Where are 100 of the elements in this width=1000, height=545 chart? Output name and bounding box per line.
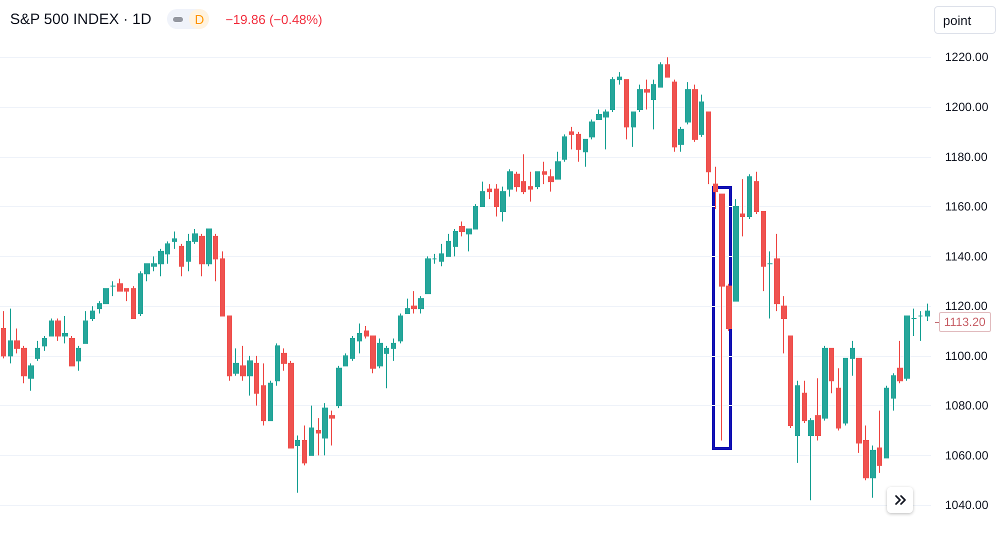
candlestick	[754, 171, 759, 215]
candlestick	[453, 228, 458, 257]
candlestick	[884, 385, 889, 458]
candlestick	[788, 335, 793, 429]
candlestick	[836, 368, 841, 432]
y-tick-label: 1200.00	[945, 100, 989, 114]
candlestick	[589, 118, 595, 140]
candlestick	[610, 76, 615, 112]
candlestick	[487, 184, 492, 200]
candlestick	[850, 340, 855, 376]
candlestick	[713, 166, 718, 210]
text: point	[934, 6, 996, 34]
candlestick	[179, 243, 184, 277]
candlestick	[500, 186, 506, 222]
candlestick	[795, 380, 800, 464]
y-tick-label: 1060.00	[945, 448, 989, 462]
candlestick	[220, 250, 225, 317]
candlestick	[233, 348, 239, 376]
candlestick	[329, 410, 335, 446]
candlestick	[261, 362, 266, 426]
candlestick	[637, 84, 643, 112]
candlestick	[747, 174, 752, 220]
candlestick	[843, 358, 848, 426]
candlestick	[829, 348, 834, 394]
candlestick	[206, 228, 212, 267]
candlestick	[411, 290, 417, 314]
candlestick	[90, 306, 95, 322]
candlestick	[336, 365, 342, 409]
y-tick-label: 1080.00	[945, 398, 989, 413]
candlestick	[227, 316, 232, 382]
candlestick	[699, 94, 704, 138]
candlestick	[343, 352, 348, 366]
candlestick	[295, 435, 300, 494]
candlestick	[870, 444, 876, 498]
candlestick	[665, 56, 670, 78]
candlestick	[624, 79, 629, 140]
candlestick	[542, 161, 547, 185]
candlestick	[555, 151, 561, 180]
candlestick	[418, 296, 424, 314]
candlestick	[391, 338, 396, 362]
candlestick	[69, 335, 75, 366]
candlestick	[199, 233, 205, 277]
candlestick	[774, 233, 780, 312]
candlestick	[644, 79, 650, 110]
annotation: −19.86 (−0.48%)	[225, 12, 322, 26]
candlestick	[877, 410, 882, 474]
y-tick-label: 1220.00	[945, 50, 989, 64]
candlestick	[583, 138, 588, 168]
candlestick	[685, 82, 691, 125]
candlestick	[49, 318, 54, 336]
candlestick	[658, 62, 663, 88]
candlestick	[494, 184, 499, 218]
candlestick	[322, 402, 328, 456]
candlestick	[446, 233, 451, 257]
y-tick-label: 1140.00	[945, 249, 988, 264]
candlestick	[1, 310, 6, 359]
candlestick	[672, 79, 677, 152]
candlestick	[240, 345, 246, 382]
candlestick	[76, 345, 81, 372]
candlestick	[925, 303, 930, 322]
candlestick	[309, 405, 314, 456]
candlestick	[706, 111, 711, 185]
candlestick	[507, 168, 513, 198]
candlestick	[55, 318, 61, 342]
candlestick	[781, 296, 787, 354]
candlestick	[8, 308, 13, 364]
candlestick	[42, 335, 47, 352]
candlestick	[631, 111, 636, 148]
candlestick	[562, 134, 567, 162]
candlestick	[918, 310, 923, 342]
candlestick	[740, 178, 745, 237]
text: 1113.20	[939, 312, 991, 332]
candlestick	[247, 355, 253, 396]
candlestick	[891, 372, 896, 412]
candlestick	[35, 340, 40, 362]
candlestick	[822, 345, 828, 422]
candlestick	[213, 233, 218, 282]
candlestick	[692, 84, 698, 142]
candlestick	[83, 310, 88, 344]
candlestick	[897, 340, 903, 384]
candlestick	[617, 72, 622, 86]
candlestick	[439, 243, 444, 267]
candlestick	[802, 380, 807, 424]
annotation: D	[189, 9, 210, 29]
candlestick	[815, 378, 821, 441]
candlestick	[131, 286, 136, 320]
candlestick	[405, 298, 410, 314]
candlestick	[350, 335, 355, 362]
candlestick	[548, 168, 554, 192]
y-tick-label: 1160.00	[945, 200, 988, 214]
candlestick	[528, 171, 533, 202]
candlestick	[254, 355, 259, 406]
candlestick	[761, 211, 766, 292]
y-tick-label: 1120.00	[945, 299, 988, 314]
y-tick-label: 1180.00	[945, 150, 988, 164]
candlestick	[576, 131, 581, 162]
candlestick	[316, 418, 321, 456]
candlestick	[275, 342, 280, 386]
candlestick	[302, 425, 307, 466]
candlestick	[62, 316, 68, 344]
